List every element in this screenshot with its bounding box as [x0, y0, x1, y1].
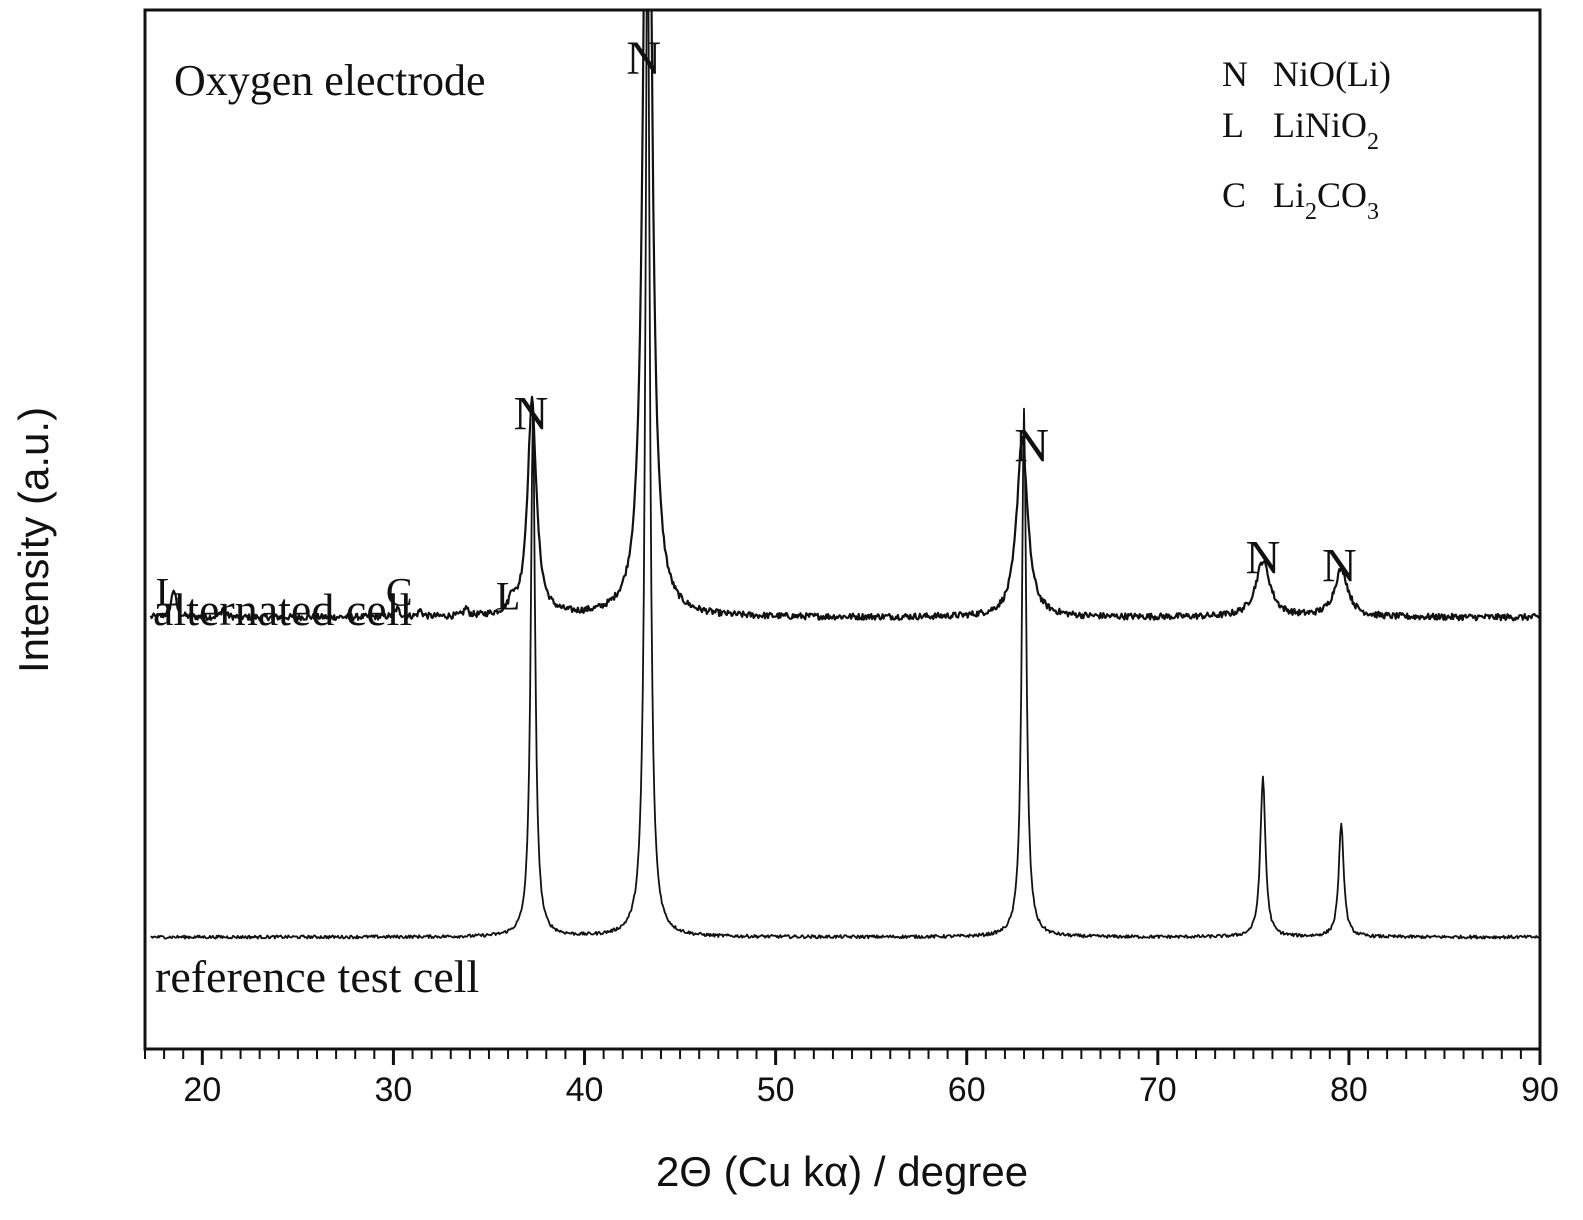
legend-label: LiNiO2: [1273, 105, 1379, 155]
y-axis-label: Intensity (a.u.): [10, 407, 57, 673]
peak-label-L: L: [496, 573, 520, 618]
peak-label-L: L: [156, 569, 180, 614]
x-tick-label: 60: [948, 1071, 986, 1109]
series-line-reference-test-cell: [150, 10, 1540, 940]
legend-symbol: N: [1222, 54, 1248, 94]
x-tick-label: 90: [1521, 1071, 1559, 1109]
legend-label: Li2CO3: [1273, 175, 1379, 225]
peak-label-N: N: [514, 388, 549, 441]
x-tick-label: 80: [1330, 1071, 1368, 1109]
legend-symbol: L: [1222, 105, 1244, 145]
peak-label-C: C: [386, 569, 413, 614]
x-axis-ticks: 20 30 40 50 60 70 80 90: [144, 1049, 1559, 1109]
plot-frame: [143, 8, 1542, 1051]
x-axis-label: 2Θ (Cu kα) / degree: [656, 1148, 1028, 1195]
series-label-alternated-cell: alternated cell: [153, 584, 412, 635]
x-tick-label: 40: [566, 1071, 604, 1109]
legend-symbol: C: [1222, 175, 1246, 215]
x-tick-label: 50: [757, 1071, 795, 1109]
series-line-alternated-cell: [149, 10, 1540, 622]
x-tick-label: 30: [375, 1071, 413, 1109]
x-tick-label: 70: [1139, 1071, 1177, 1109]
plot-area: 20 30 40 50 60 70 80 90: [143, 8, 1559, 1109]
series-label-reference-test-cell: reference test cell: [155, 951, 479, 1002]
legend-label: NiO(Li): [1273, 54, 1391, 94]
peak-label-N: N: [1014, 420, 1049, 473]
peak-label-N: N: [1322, 539, 1357, 592]
chart-title: Oxygen electrode: [174, 56, 486, 105]
peak-label-N: N: [626, 32, 661, 85]
peak-label-N: N: [1246, 531, 1281, 584]
traces: [149, 10, 1540, 940]
x-tick-label: 20: [183, 1071, 221, 1109]
legend: N NiO(Li) L LiNiO2 C Li2CO3: [1222, 54, 1391, 225]
